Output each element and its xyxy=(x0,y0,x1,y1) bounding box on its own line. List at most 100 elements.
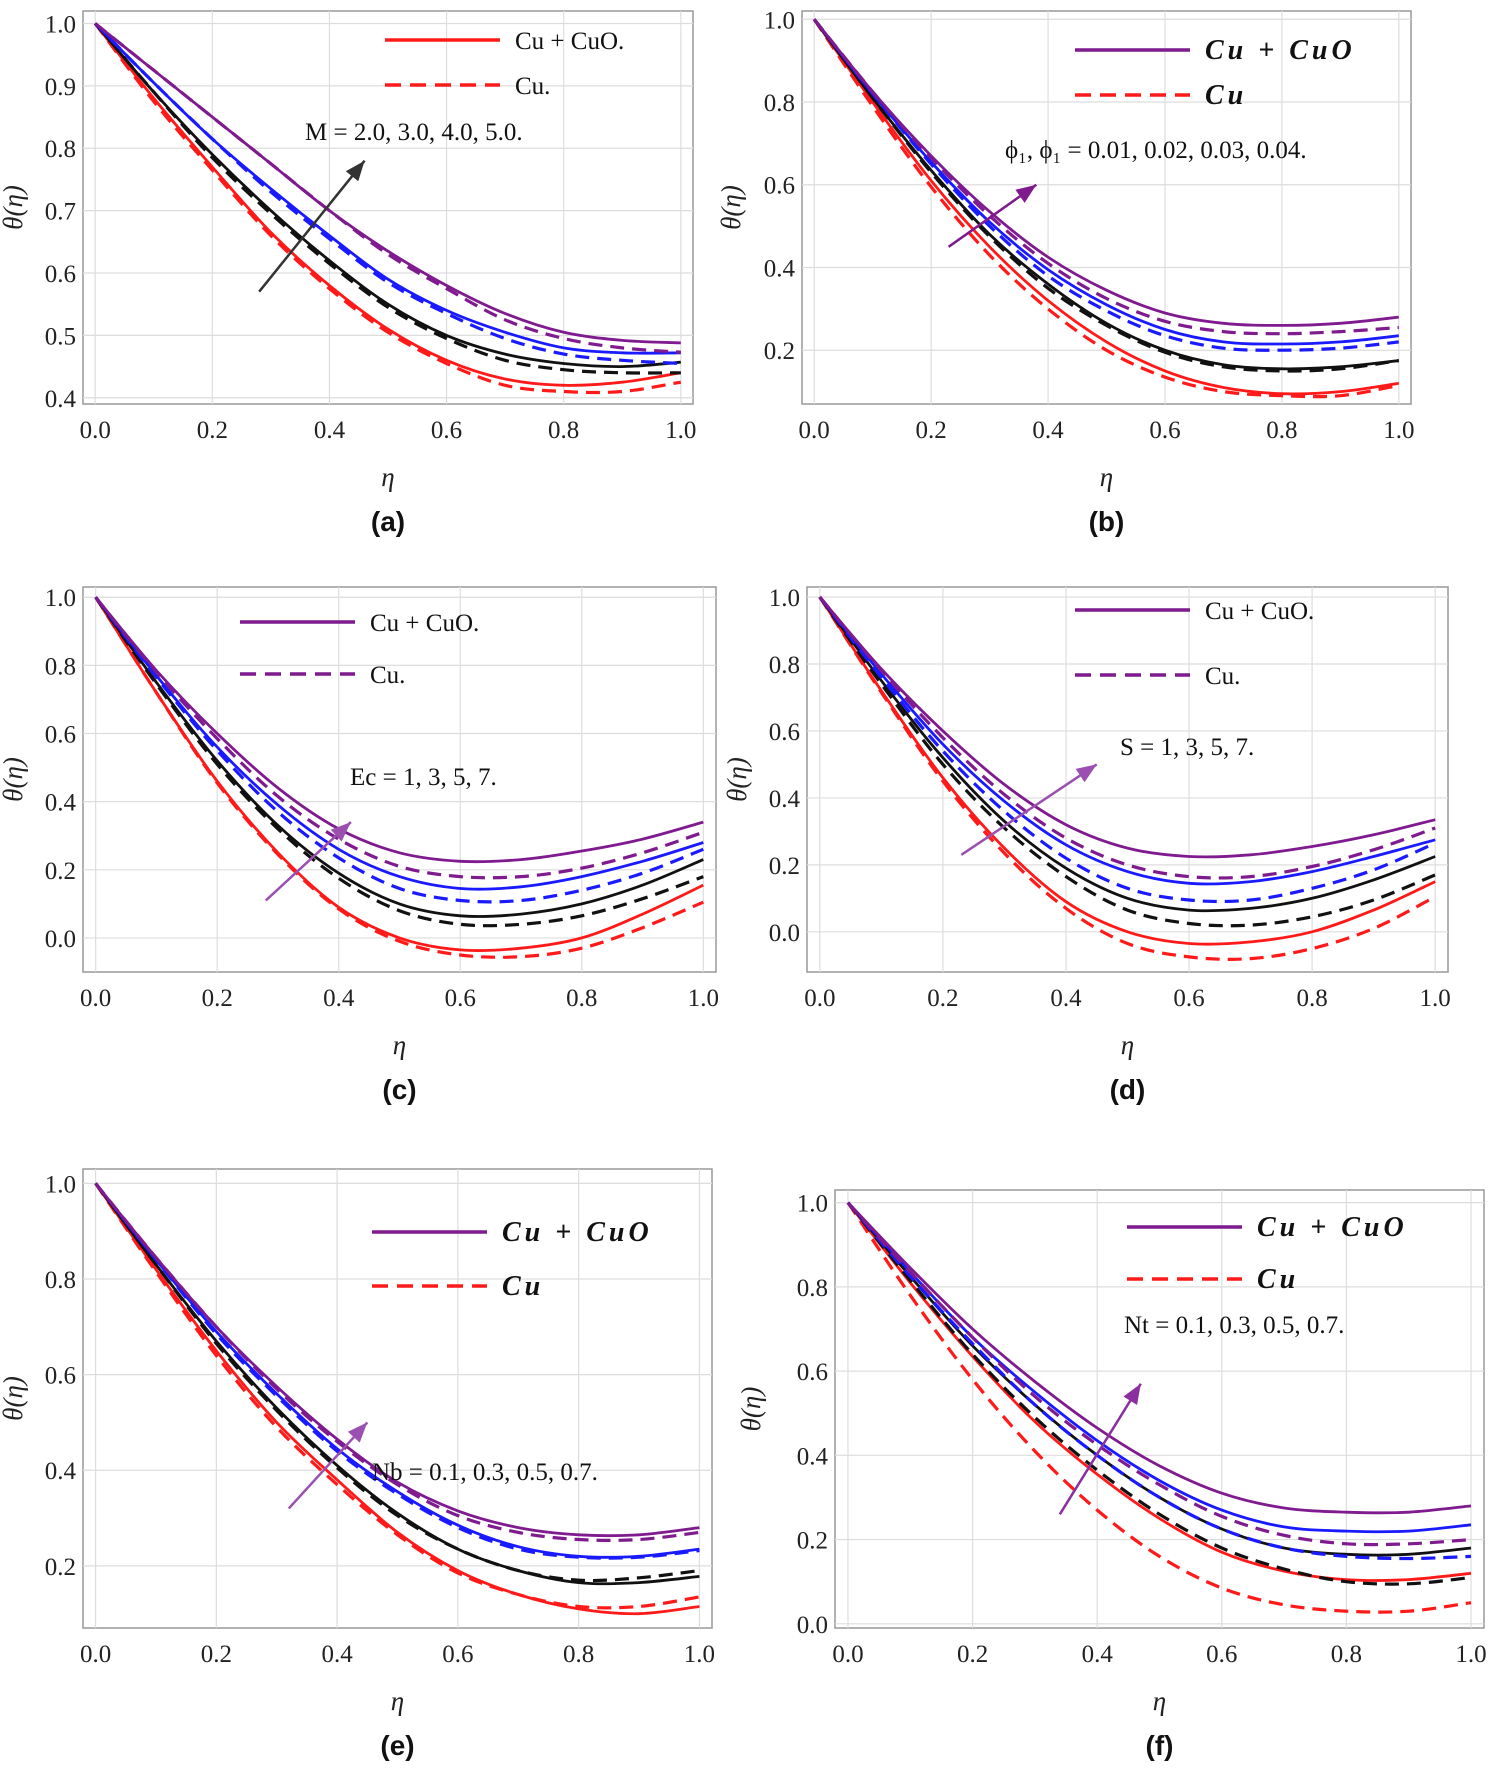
panel-caption: (a) xyxy=(371,506,405,537)
x-tick-label: 1.0 xyxy=(688,985,719,1012)
y-tick-label: 0.6 xyxy=(45,1363,76,1390)
y-tick-label: 0.9 xyxy=(45,74,76,101)
x-tick-label: 0.0 xyxy=(80,1641,111,1668)
x-tick-label: 0.4 xyxy=(1032,417,1064,444)
series-line-1 xyxy=(812,18,1400,399)
legend-label: Cu. xyxy=(1205,663,1240,690)
annotation-label: Nt = 0.1, 0.3, 0.5, 0.7. xyxy=(1124,1312,1344,1339)
annotation-label: Ec = 1, 3, 5, 7. xyxy=(350,764,497,791)
series-line-7 xyxy=(94,22,681,354)
panel-f: 0.0 0.2 0.4 0.6 0.8 1.0 0.0 0.2 0.4 0.6 0.8 1.0 η θ(η… xyxy=(736,1189,1487,1761)
series-line-3 xyxy=(812,18,1400,373)
x-tick-label: 0.2 xyxy=(197,417,228,444)
panel-c: 0.0 0.2 0.4 0.6 0.8 1.0 0.0 0.2 0.4 0.6 0.8 1.0 η θ(η… xyxy=(0,585,719,1105)
y-tick-label: 0.7 xyxy=(45,199,76,226)
y-tick-label: 0.4 xyxy=(797,1443,829,1470)
plot-frame xyxy=(82,1168,713,1629)
x-tick-label: 0.8 xyxy=(566,985,597,1012)
series-line-1 xyxy=(94,1182,700,1610)
series-line-0 xyxy=(94,1182,700,1616)
y-tick-label: 0.6 xyxy=(45,261,76,288)
series-line-4 xyxy=(94,1182,700,1559)
panel-e: 0.0 0.2 0.4 0.6 0.8 1.0 0.2 0.4 0.6 0.8 1.0 η θ(η) (e… xyxy=(0,1168,715,1761)
legend-label: Cu xyxy=(502,1271,544,1302)
x-tick-label: 0.4 xyxy=(1082,1641,1114,1668)
x-tick-label: 0.8 xyxy=(1331,1641,1362,1668)
x-tick-label: 0.0 xyxy=(80,985,111,1012)
y-tick-label: 0.5 xyxy=(45,323,76,350)
series-line-1 xyxy=(846,1201,1472,1614)
series-line-4 xyxy=(818,596,1436,886)
y-axis-label: θ(η) xyxy=(716,185,746,230)
y-tick-label: 0.4 xyxy=(764,255,796,282)
y-tick-label: 0.2 xyxy=(45,858,76,885)
annotation-label: S = 1, 3, 5, 7. xyxy=(1120,734,1254,761)
x-tick-label: 0.4 xyxy=(323,985,355,1012)
y-tick-label: 0.6 xyxy=(764,173,795,200)
series-line-5 xyxy=(812,18,1399,352)
x-tick-label: 0.6 xyxy=(1206,1641,1237,1668)
y-tick-label: 0.2 xyxy=(769,853,800,880)
arrow-head-icon xyxy=(1075,764,1097,783)
series-line-3 xyxy=(94,1182,700,1583)
x-tick-label: 0.2 xyxy=(915,417,946,444)
legend-label: Cu. xyxy=(515,73,550,100)
plot-frame xyxy=(82,10,694,405)
y-tick-label: 1.0 xyxy=(797,1191,828,1218)
series-line-2 xyxy=(846,1201,1472,1557)
x-tick-label: 0.4 xyxy=(321,1641,353,1668)
y-tick-label: 0.6 xyxy=(797,1359,828,1386)
x-axis-label: η xyxy=(1121,1030,1134,1060)
series-line-5 xyxy=(94,22,681,366)
y-tick-label: 0.8 xyxy=(769,652,800,679)
series-line-5 xyxy=(94,596,704,904)
legend-label: Cu + CuO. xyxy=(1205,598,1314,625)
x-tick-label: 0.2 xyxy=(927,985,958,1012)
x-tick-label: 0.0 xyxy=(80,417,111,444)
plot-frame xyxy=(82,586,717,973)
series-line-2 xyxy=(94,1182,700,1586)
annotation-label: Nb = 0.1, 0.3, 0.5, 0.7. xyxy=(372,1459,598,1486)
series-line-3 xyxy=(93,22,681,375)
panel-b: 0.0 0.2 0.4 0.6 0.8 1.0 0.2 0.4 0.6 0.8 1.0 η θ(η) (b… xyxy=(716,7,1414,537)
series-line-3 xyxy=(818,596,1436,928)
series-line-6 xyxy=(94,596,704,864)
series-line-2 xyxy=(813,18,1399,371)
arrow-head-icon xyxy=(1123,1383,1141,1405)
panel-caption: (e) xyxy=(380,1730,414,1761)
x-tick-label: 0.8 xyxy=(1266,417,1297,444)
panel-caption: (b) xyxy=(1089,506,1125,537)
y-tick-label: 0.4 xyxy=(45,1458,77,1485)
legend-label: Cu. xyxy=(370,662,405,689)
legend-label: Cu + CuO. xyxy=(370,610,479,637)
x-tick-label: 1.0 xyxy=(684,1641,715,1668)
y-tick-label: 0.8 xyxy=(797,1275,828,1302)
panel-caption: (c) xyxy=(382,1074,416,1105)
series-line-2 xyxy=(818,596,1436,913)
series-line-1 xyxy=(818,596,1436,961)
x-tick-label: 1.0 xyxy=(665,417,696,444)
series-line-3 xyxy=(94,596,704,928)
panel-a: 0.0 0.2 0.4 0.6 0.8 1.0 0.4 0.5 0.6 0.7 0.8 0.9 1.0 η… xyxy=(0,10,696,537)
series-line-0 xyxy=(846,1201,1472,1582)
y-axis-label: θ(η) xyxy=(0,757,28,802)
x-tick-label: 0.6 xyxy=(445,985,476,1012)
x-tick-label: 0.6 xyxy=(431,417,462,444)
x-tick-label: 0.2 xyxy=(957,1641,988,1668)
legend-label: Cu + CuO xyxy=(1257,1212,1408,1243)
series-line-7 xyxy=(812,18,1399,336)
x-tick-label: 0.0 xyxy=(832,1641,863,1668)
legend-label: Cu + CuO xyxy=(502,1217,653,1248)
series-line-4 xyxy=(94,22,681,355)
x-tick-label: 0.0 xyxy=(804,985,835,1012)
x-tick-label: 0.8 xyxy=(548,417,579,444)
annotation-arrow xyxy=(1058,1383,1142,1515)
annotation-arrow xyxy=(258,159,366,293)
series-line-6 xyxy=(818,596,1436,859)
series-line-5 xyxy=(818,596,1436,904)
series-line-7 xyxy=(818,596,1436,880)
plot-frame xyxy=(806,586,1449,973)
panel-caption: (f) xyxy=(1146,1730,1174,1761)
y-tick-label: 0.6 xyxy=(769,719,800,746)
